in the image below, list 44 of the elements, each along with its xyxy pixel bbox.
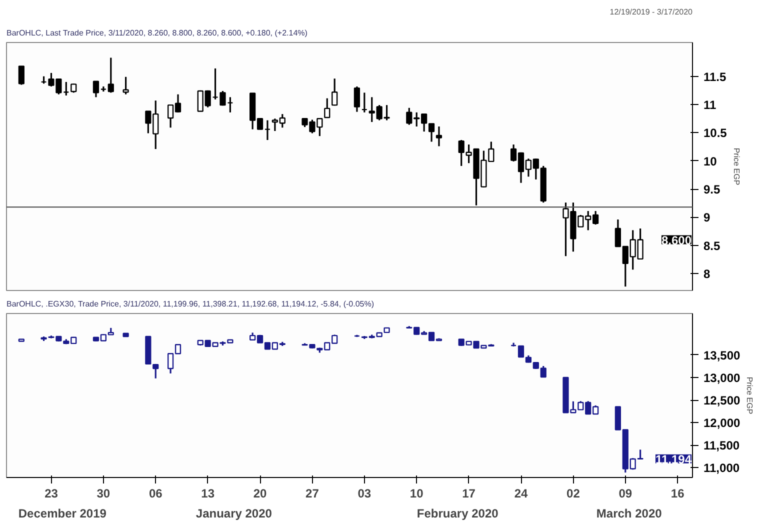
y-tick-label: 11,000 (704, 461, 740, 476)
x-tick-label: 03 (358, 486, 372, 500)
y-axis-title: Price EGP (745, 376, 754, 414)
y-tick-label: 13,500 (704, 348, 741, 362)
chart-title: BarOHLC, Last Trade Price, 3/11/2020, 8.260, 8.800, 8.260, 8.600, +0.180, (+2.14%) (6, 28, 308, 38)
y-tick-label: 12,000 (704, 416, 741, 430)
candlestick (92, 80, 100, 98)
candlestick (436, 126, 442, 148)
y-tick-label: 8 (704, 267, 710, 282)
y-tick-label: 11 (704, 98, 717, 112)
text: February 2020 (416, 506, 499, 520)
text: December 2019 (18, 506, 107, 520)
y-tick-label: 9.5 (704, 182, 721, 197)
candlestick (18, 338, 24, 342)
candlestick (145, 336, 152, 365)
x-tick-label: 27 (306, 486, 320, 500)
x-tick-label: 23 (44, 486, 58, 500)
x-tick-label: 02 (566, 486, 580, 500)
y-axis-title: Price EGP (732, 148, 741, 186)
x-tick-label: 09 (618, 486, 632, 500)
x-tick-label: 17 (462, 486, 476, 500)
annotation: 11,194 (655, 452, 692, 466)
text: January 2020 (196, 506, 272, 520)
x-tick-label: 20 (253, 486, 268, 500)
x-tick-label: 06 (148, 486, 163, 500)
y-tick-label: 9 (704, 210, 710, 225)
chart-title: BarOHLC, .EGX30, Trade Price, 3/11/2020, 11,199.96, 11,398.21, 11,192.68, 11,194.12, -5.84, (-0.05%) (6, 300, 374, 308)
x-tick-label: 13 (201, 486, 215, 500)
x-tick-label: 30 (96, 486, 110, 500)
y-tick-label: 10 (704, 154, 718, 168)
y-tick-label: 11,500 (704, 438, 740, 453)
x-tick-label: 24 (514, 486, 528, 500)
y-tick-label: 12,500 (704, 394, 741, 408)
candlestick (264, 119, 271, 141)
annotation: 8.600 (661, 233, 692, 248)
y-tick-label: 10.5 (704, 126, 728, 140)
x-tick-label: 10 (410, 486, 424, 500)
y-tick-label: 8.5 (704, 238, 721, 253)
candlestick (428, 123, 435, 142)
text: March 2020 (596, 506, 662, 520)
x-tick-label: 16 (670, 486, 685, 500)
y-tick-label: 13,000 (704, 370, 741, 385)
chart-subtitle: 12/19/2019 - 3/17/2020 (610, 8, 694, 16)
y-tick-label: 11.5 (704, 70, 727, 84)
